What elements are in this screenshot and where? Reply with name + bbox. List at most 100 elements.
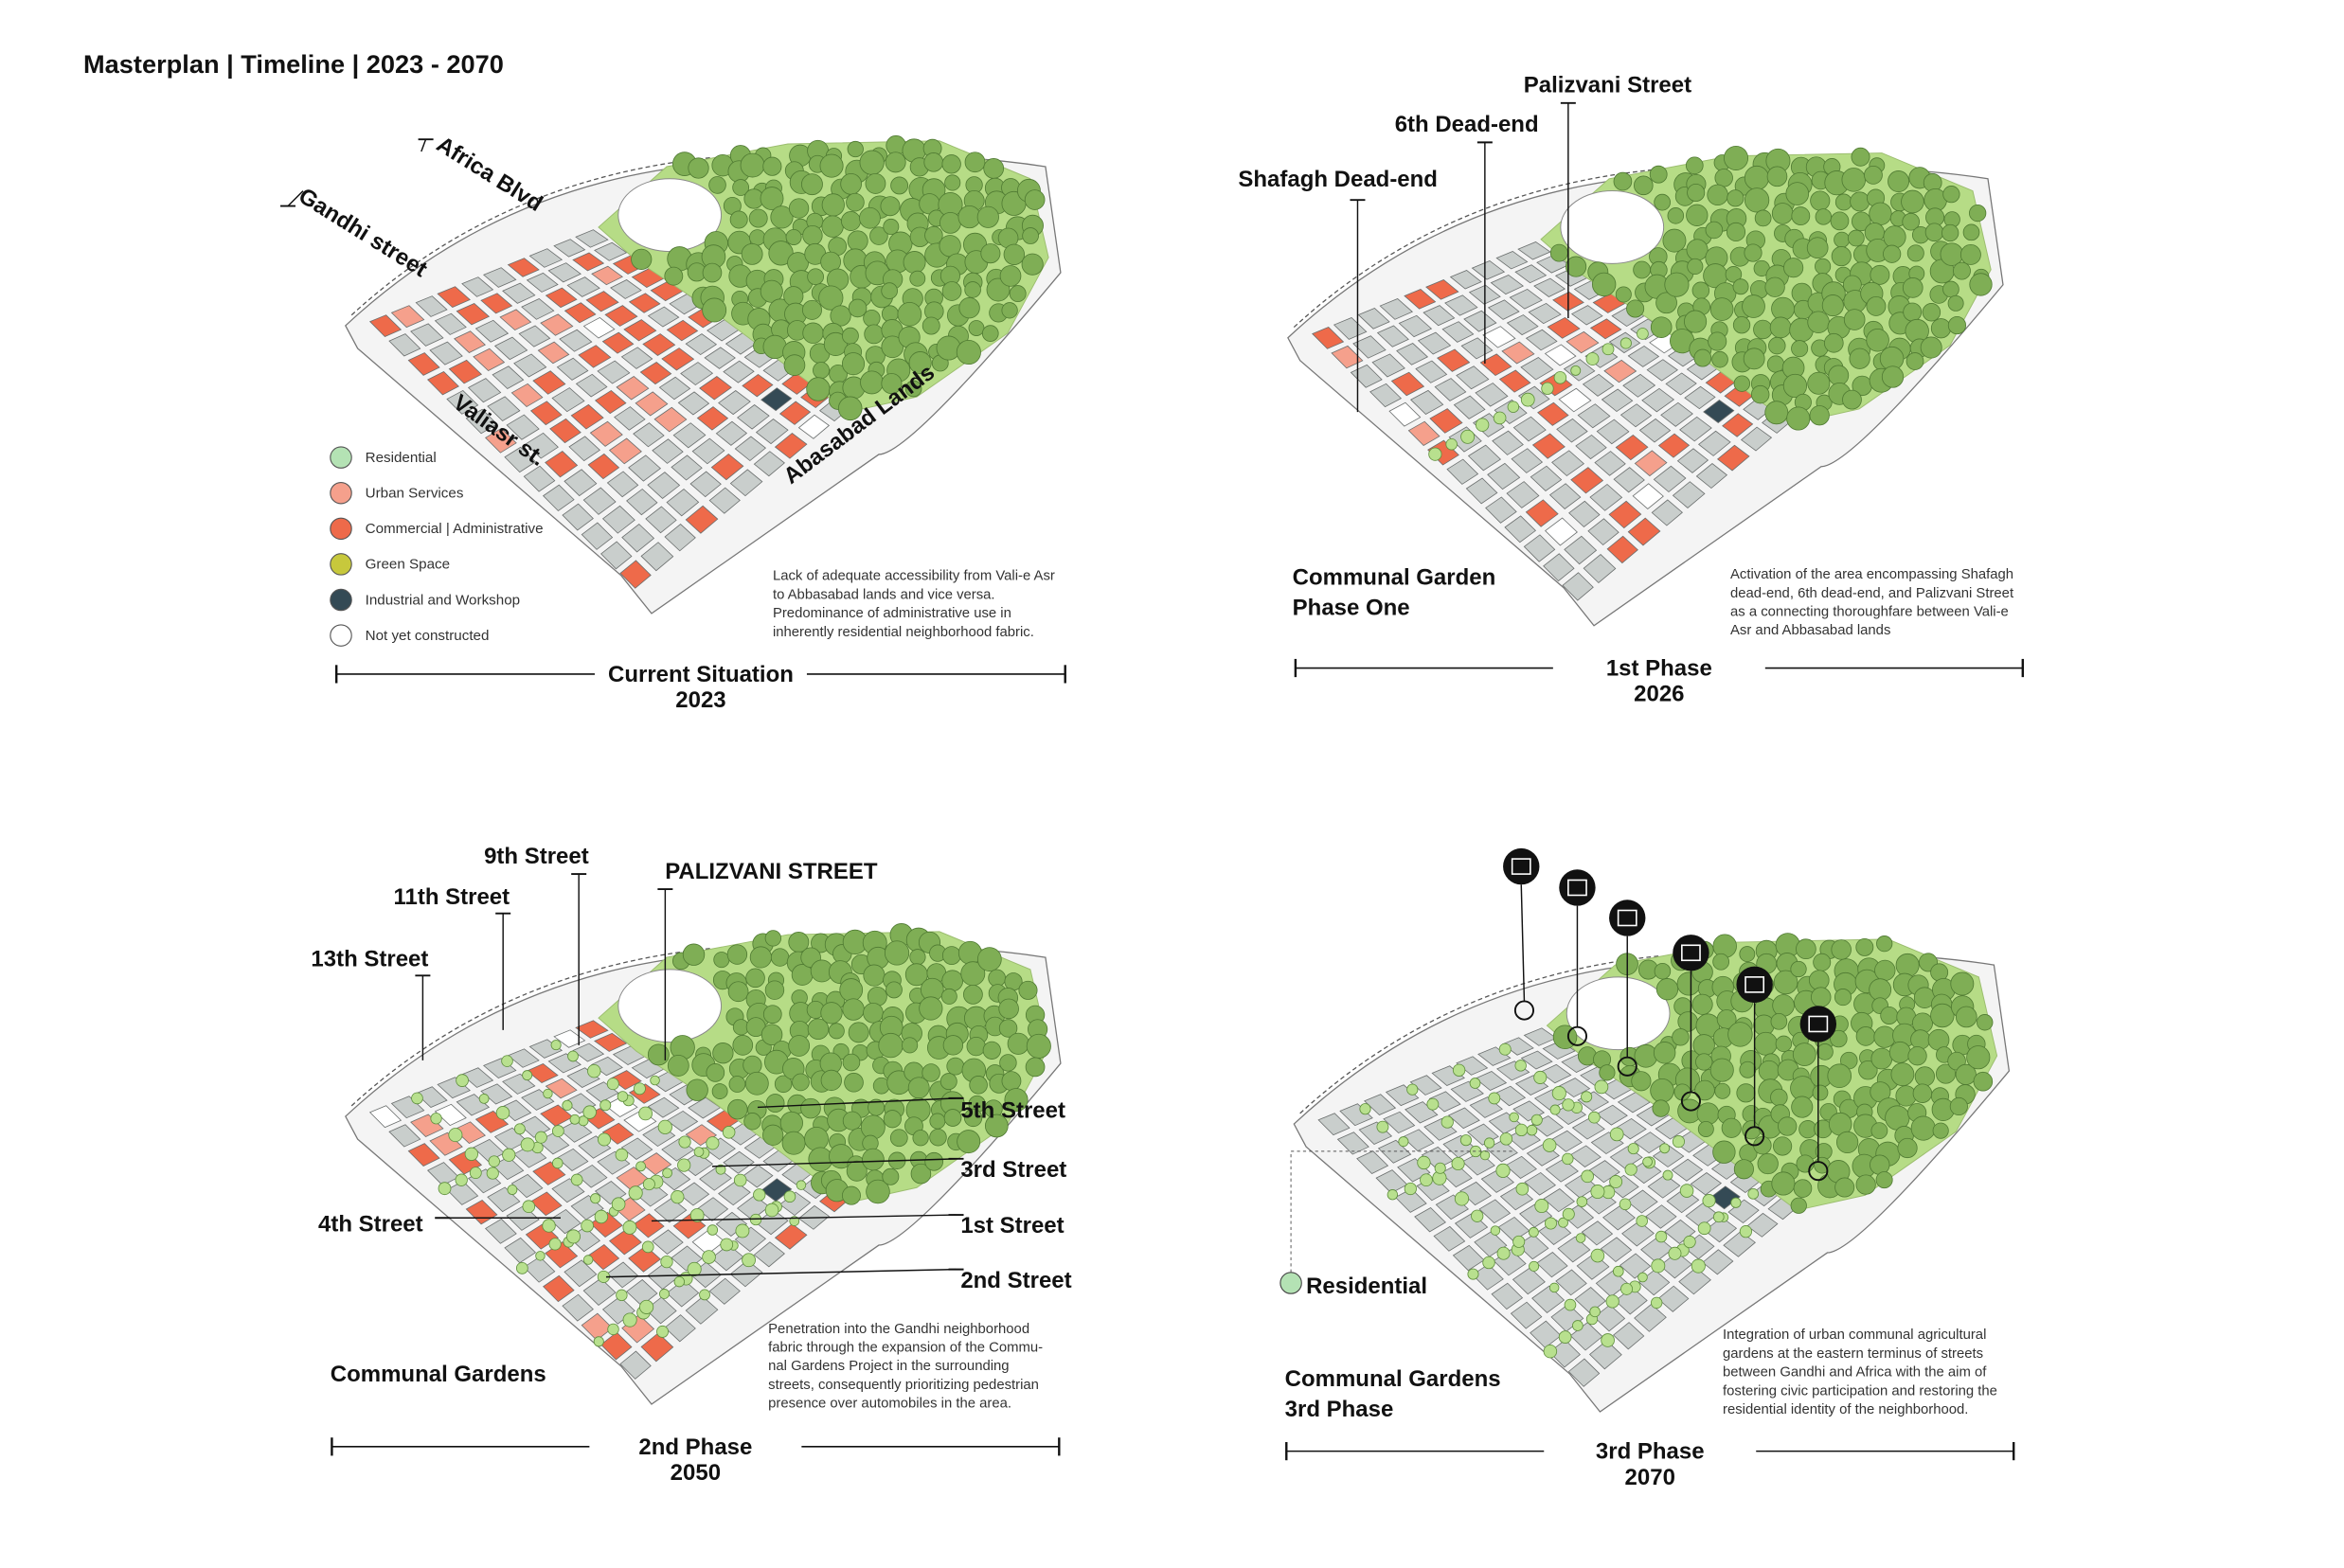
garden-tree — [1558, 1217, 1568, 1228]
parcel — [1428, 1091, 1461, 1113]
leader-line — [420, 138, 427, 152]
tree — [1935, 1063, 1957, 1084]
parcel — [390, 1096, 425, 1119]
parcel — [661, 347, 695, 371]
tree — [1739, 1060, 1757, 1078]
tree — [837, 396, 863, 421]
parcel — [696, 406, 729, 431]
parcel — [388, 1124, 421, 1148]
tree — [1764, 401, 1789, 425]
parcel — [1550, 1303, 1584, 1332]
garden-tree — [622, 1312, 637, 1327]
tree — [1709, 1058, 1734, 1082]
parcel — [1517, 241, 1551, 260]
parcel — [1582, 373, 1615, 397]
parcel — [620, 347, 653, 369]
tree — [881, 335, 904, 359]
tree — [807, 1018, 830, 1040]
parcel — [578, 345, 612, 368]
tree — [1634, 175, 1654, 196]
garden-tree — [1495, 1163, 1511, 1178]
tree — [1739, 946, 1756, 963]
tree — [1708, 331, 1727, 351]
parcel — [456, 303, 491, 326]
tree — [1693, 348, 1712, 367]
parcel — [528, 248, 564, 268]
parcel — [1469, 1096, 1503, 1118]
garden-icon — [1503, 847, 1540, 885]
parcel — [1492, 430, 1524, 455]
parcel — [1571, 1117, 1605, 1140]
page-title: Masterplan | Timeline | 2023 - 2070 — [83, 49, 504, 79]
parcel — [1350, 364, 1383, 388]
parcel — [549, 418, 582, 444]
street-label: 5th Street — [960, 1098, 1065, 1124]
tree — [1771, 203, 1794, 224]
parcel — [653, 1197, 688, 1223]
tree — [785, 228, 802, 245]
panel-caption: between Gandhi and Africa with the aim o… — [1723, 1365, 1987, 1381]
tree — [762, 1124, 784, 1146]
parcel — [582, 1277, 617, 1306]
street-label: 9th Street — [484, 844, 589, 869]
phase-label: 1st Phase — [1606, 656, 1712, 682]
parcel — [652, 1229, 684, 1256]
parcel — [1664, 1219, 1696, 1244]
parcel — [1364, 1094, 1397, 1115]
parcel — [753, 451, 785, 477]
parcel — [1491, 1282, 1524, 1310]
tree — [1726, 222, 1746, 242]
parcel — [594, 1032, 628, 1052]
parcel — [581, 522, 614, 550]
parcel — [1557, 1236, 1591, 1263]
tree — [1664, 272, 1690, 297]
parcel — [1434, 378, 1467, 401]
tree — [1732, 278, 1749, 295]
garden-tree — [1651, 1296, 1663, 1310]
tree — [1902, 277, 1924, 298]
tree — [631, 248, 653, 270]
garden-tree — [638, 1106, 653, 1121]
parcel — [551, 1178, 585, 1203]
parcel — [1533, 277, 1566, 297]
parcel — [640, 1332, 674, 1363]
parcel — [645, 506, 677, 534]
tree — [1773, 970, 1798, 995]
garden-tree — [650, 1075, 660, 1086]
tree — [1812, 1084, 1829, 1101]
tree — [1696, 1102, 1720, 1125]
tree — [1783, 258, 1804, 278]
tree — [1830, 1029, 1848, 1048]
parcel — [575, 1164, 608, 1188]
garden-tree — [1451, 1156, 1465, 1171]
parcel — [1545, 1158, 1579, 1183]
parcel — [429, 1131, 463, 1156]
parcel — [1414, 1206, 1447, 1233]
tree — [841, 352, 866, 376]
tree — [1941, 223, 1959, 242]
garden-tree — [1662, 1169, 1673, 1181]
parcel — [510, 1173, 544, 1199]
phase-year: 2070 — [1625, 1465, 1675, 1490]
tree — [983, 158, 1005, 179]
tree — [963, 984, 983, 1005]
parcel — [1562, 572, 1594, 601]
tree — [909, 270, 926, 287]
leader-line — [757, 1097, 957, 1109]
garden-tree — [1627, 1143, 1639, 1155]
parcel — [1581, 1221, 1614, 1246]
parcel — [1514, 1075, 1549, 1096]
parcel — [1475, 1071, 1508, 1091]
tree — [946, 1057, 965, 1076]
tree — [943, 1109, 962, 1127]
street-label: Shafagh Dead-end — [1238, 167, 1438, 192]
parcel — [601, 505, 635, 534]
parcel — [390, 305, 425, 329]
clearing — [617, 969, 723, 1043]
tree — [1684, 310, 1708, 333]
garden-tree — [1428, 447, 1442, 461]
parcel — [564, 469, 598, 497]
tree — [1724, 145, 1749, 170]
tree — [741, 242, 763, 265]
tree — [1007, 1032, 1029, 1055]
